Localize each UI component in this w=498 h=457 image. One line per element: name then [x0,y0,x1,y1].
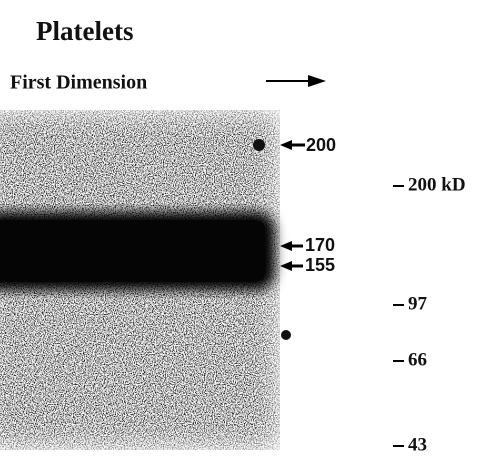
subtitle: First Dimension [10,72,147,94]
marker-label: 97 [408,293,428,314]
band-label: 155 [305,255,335,275]
band-arrows [280,140,305,271]
gel [0,110,291,450]
marker-dashes [393,186,404,446]
marker-label: 66 [408,349,427,370]
marker-label: 43 [408,434,427,455]
figure: Platelets First Dimension 200 170 155 20… [0,0,498,457]
band-label: 200 [306,135,336,155]
band-label: 170 [305,235,335,255]
direction-arrow [266,75,326,87]
page: Platelets First Dimension 200 170 155 20… [0,0,498,457]
marker-label: 200 kD [408,174,466,195]
title: Platelets [36,16,133,46]
